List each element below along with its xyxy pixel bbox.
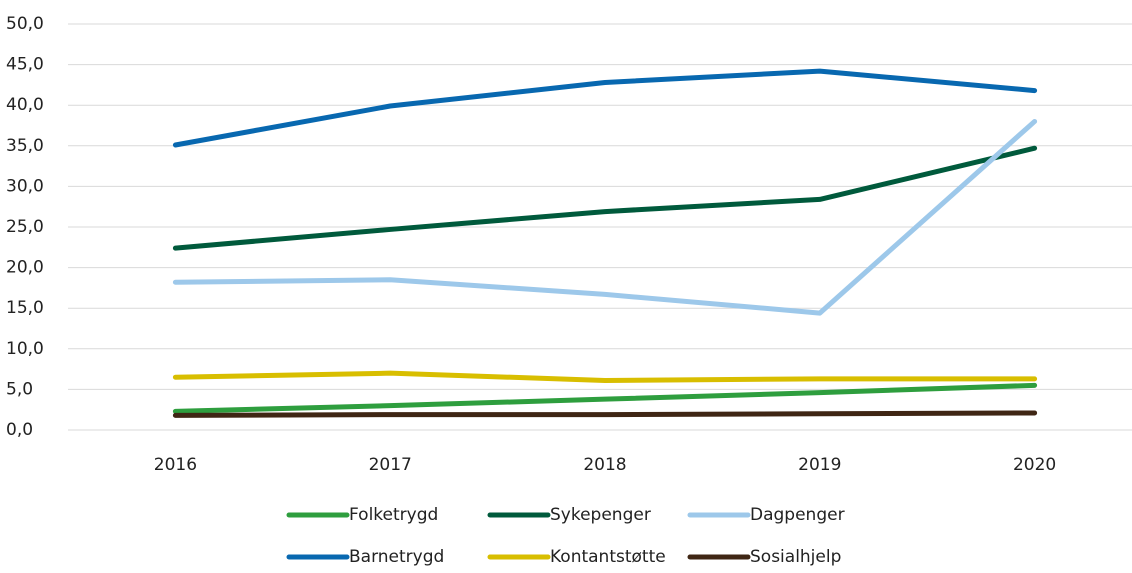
x-tick-label: 2017	[369, 455, 412, 475]
legend-label: Barnetrygd	[349, 547, 444, 567]
x-tick-label: 2019	[798, 455, 841, 475]
series-line	[172, 68, 1038, 148]
series-line	[172, 382, 1038, 414]
series-line	[172, 145, 1038, 251]
legend-label: Kontantstøtte	[550, 547, 666, 567]
y-tick-label: 5,0	[6, 379, 33, 399]
series-line	[172, 370, 1038, 383]
y-tick-label: 35,0	[6, 136, 44, 156]
legend-label: Dagpenger	[750, 505, 845, 525]
x-tick-label: 2020	[1013, 455, 1056, 475]
y-tick-label: 0,0	[6, 420, 33, 440]
series-line	[172, 410, 1038, 418]
legend-label: Sykepenger	[550, 505, 651, 525]
y-tick-label: 50,0	[6, 14, 44, 34]
series-line	[172, 118, 1038, 316]
x-tick-label: 2018	[583, 455, 626, 475]
legend-label: Folketrygd	[349, 505, 438, 525]
y-tick-label: 30,0	[6, 176, 44, 196]
y-tick-label: 10,0	[6, 339, 44, 359]
y-tick-label: 45,0	[6, 55, 44, 75]
x-tick-label: 2016	[154, 455, 197, 475]
y-tick-label: 20,0	[6, 258, 44, 278]
legend-label: Sosialhjelp	[750, 547, 841, 567]
y-tick-label: 25,0	[6, 217, 44, 237]
y-tick-label: 40,0	[6, 95, 44, 115]
y-tick-label: 15,0	[6, 298, 44, 318]
